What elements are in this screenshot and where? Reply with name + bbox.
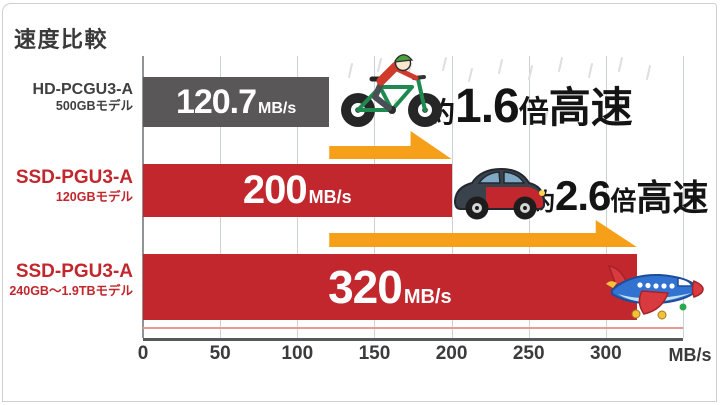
category-label-ssd-240gb: SSD-PGU3-A 240GB～1.9TBモデル (0, 261, 133, 299)
bar-ssd-pgu3-a-120gb: 200 MB/s (143, 164, 452, 217)
annotation-suffix: 高速 (548, 84, 633, 131)
gridline (451, 56, 453, 338)
bar-hd-pcgu3-a: 120.7 MB/s (143, 77, 330, 127)
annotation-factor: 1.6 (455, 80, 520, 133)
bar-value-label: 320 MB/s (328, 261, 452, 313)
bar-value-label: 200 MB/s (242, 168, 352, 212)
x-tick-label: 200 (435, 343, 468, 364)
x-tick-label: 150 (358, 343, 391, 364)
gridline (605, 56, 607, 338)
x-tick-label: 250 (512, 343, 545, 364)
bicycle-icon (332, 52, 448, 130)
x-axis-unit-label: MB/s (668, 345, 712, 365)
annotation-unit-word: 倍 (610, 186, 637, 216)
bar-value-label: 120.7 MB/s (175, 82, 297, 121)
gridline (683, 56, 684, 338)
x-tick-label: 100 (281, 343, 314, 364)
category-label-ssd-120gb: SSD-PGU3-A 120GBモデル (0, 167, 133, 205)
category-label-hdd: HD-PCGU3-A 500GBモデル (0, 80, 133, 114)
x-axis-labels: 0 50 100 150 200 250 300 (138, 343, 683, 369)
bar-ssd-pgu3-a-240gb: 320 MB/s (143, 254, 637, 320)
airplane-icon (606, 258, 704, 326)
x-tick-label: 50 (209, 343, 231, 364)
baseline-accent-line (143, 327, 683, 329)
model-variant: 500GBモデル (55, 99, 133, 114)
model-variant: 120GBモデル (55, 189, 133, 204)
annotation-suffix: 高速 (636, 177, 709, 218)
annotation-unit-word: 倍 (518, 96, 549, 129)
model-name: HD-PCGU3-A (32, 81, 133, 98)
model-name: SSD-PGU3-A (15, 167, 133, 188)
annotation-factor: 2.6 (555, 172, 611, 219)
car-icon (448, 156, 550, 224)
model-name: SSD-PGU3-A (15, 261, 133, 282)
chart-title: 速度比較 (14, 27, 109, 52)
x-tick-label: 0 (137, 343, 149, 364)
x-tick-label: 300 (589, 343, 622, 364)
model-variant: 240GB～1.9TBモデル (9, 283, 133, 298)
